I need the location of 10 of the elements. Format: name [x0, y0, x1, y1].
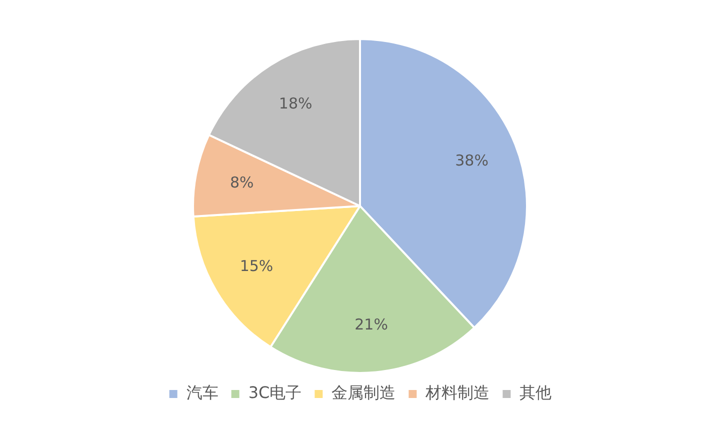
data-label: 15% [240, 257, 274, 276]
data-label: 38% [455, 152, 488, 170]
legend-label: 金属制造 [332, 383, 396, 402]
legend-label: 汽车 [186, 383, 218, 402]
legend-label: 3C电子 [248, 383, 302, 402]
data-label: 21% [354, 316, 388, 334]
data-label: 18% [278, 94, 312, 112]
legend-label: 材料制造 [424, 383, 490, 402]
legend-label: 其他 [520, 383, 552, 402]
data-label: 8% [230, 173, 254, 192]
